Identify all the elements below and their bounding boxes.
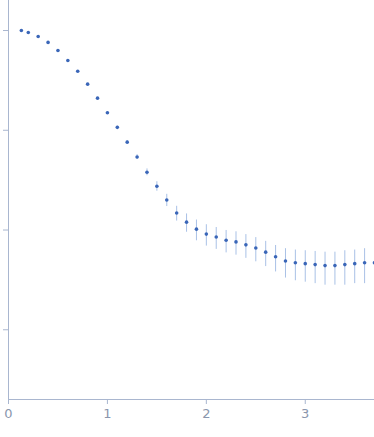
svg-text:1: 1 (103, 406, 111, 421)
svg-text:0: 0 (4, 406, 12, 421)
svg-text:2: 2 (202, 406, 210, 421)
svg-text:3: 3 (301, 406, 309, 421)
